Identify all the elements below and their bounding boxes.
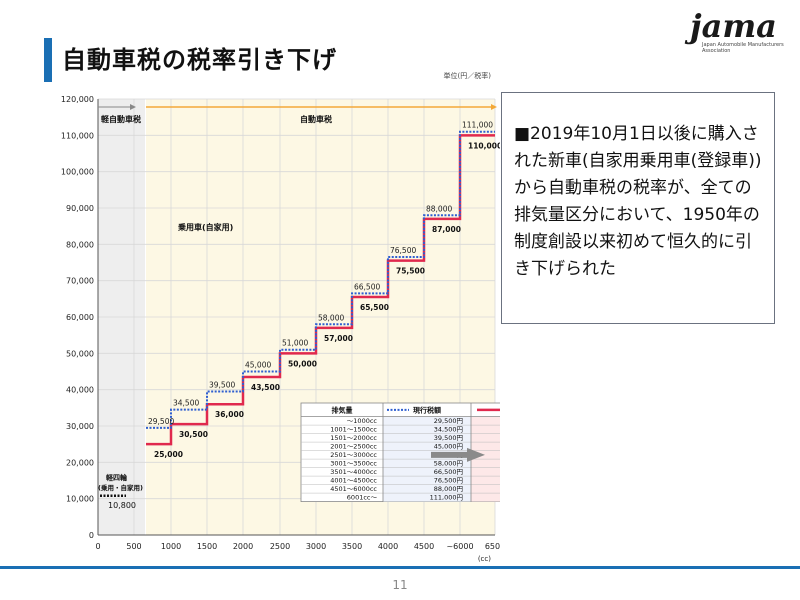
x-tick-label: 1000 [161,542,181,551]
x-tick-label: 4500 [414,542,434,551]
table-arrow [431,447,485,462]
auto-tax-band-arrow [491,104,497,110]
current-value-label: 66,500 [354,282,380,291]
current-value-label: 58,000 [318,313,344,322]
y-tick-label: 100,000 [61,168,94,177]
footer-line [0,566,800,569]
table-cell-current: 45,000円 [434,443,463,451]
kei-value-label: 10,800 [108,501,136,510]
current-value-label: 39,500 [209,380,235,389]
y-tick-label: 70,000 [66,277,94,286]
table-cell-displacement: 1501～2000cc [330,434,377,442]
page-number: 11 [392,578,408,592]
table-cell-current: 111,000円 [430,494,463,502]
x-tick-label: 500 [126,542,141,551]
table-cell-current: 58,000円 [434,460,463,468]
y-tick-label: 50,000 [66,349,94,358]
y-tick-label: 110,000 [61,131,94,140]
tax-chart-svg: 0 10,000 20,000 30,000 40,000 50,000 60,000 70,… [61,71,564,563]
x-tick-label: 2500 [270,542,290,551]
page-title: 自動車税の税率引き下げ [62,46,337,74]
reduced-value-label: 110,000 [468,141,500,150]
reduced-value-label: 43,500 [251,383,280,392]
passenger-label: 乗用車(自家用) [178,222,233,232]
table-cell-displacement: 3001～3500cc [330,460,377,468]
kei-band-arrow [130,104,136,110]
y-tick-label: 60,000 [66,313,94,322]
kei-tax-label: 軽自動車税 [101,114,141,124]
y-tick-label: 120,000 [61,95,94,104]
x-tick-label: 3000 [306,542,326,551]
table-cell-current: 76,500円 [434,477,463,485]
x-tick-label: 3500 [342,542,362,551]
table-cell-displacement: 1001～1500cc [330,426,377,434]
x-tick-label: 6500 [485,542,500,551]
x-unit-label: (cc) [478,555,491,563]
table-header-displacement: 排気量 [332,405,353,414]
table-header-current: 現行税額 [413,405,441,414]
y-tick-label: 20,000 [66,458,94,467]
x-tick-label: 4000 [378,542,398,551]
title-accent-bar [44,38,52,82]
table-cell-displacement: 2001～2500cc [330,443,377,451]
current-value-label: 45,000 [245,361,271,370]
table-cell-current: 29,500円 [434,417,463,425]
y-tick-label: 30,000 [66,422,94,431]
y-tick-label: 90,000 [66,204,94,213]
table-cell-current: 88,000円 [434,485,463,493]
y-tick-label: 40,000 [66,386,94,395]
reduced-value-label: 50,000 [288,359,317,368]
table-cell-current: 66,500円 [434,468,463,476]
logo-subtitle: Japan Automobile Manufacturers Associati… [702,42,784,54]
logo-text: jama [690,7,777,45]
table-cell-displacement: ～1000cc [347,417,378,425]
reduced-value-label: 87,000 [432,225,461,234]
current-value-label: 34,500 [173,399,199,408]
reduced-value-label: 57,000 [324,334,353,343]
current-value-label: 76,500 [390,246,416,255]
kei-four-label: 軽四輪 [106,473,128,482]
x-tick-label: ~6000 [446,542,473,551]
table-cell-displacement: 3501～4000cc [330,468,377,476]
reduced-value-label: 30,500 [179,430,208,439]
reduced-value-label: 65,500 [360,303,389,312]
current-value-label: 29,500 [148,417,174,426]
auto-tax-label: 自動車税 [300,114,332,124]
reduced-value-label: 25,000 [154,450,183,459]
table-cell-displacement: 2501～3000cc [330,451,377,459]
table-cell-displacement: 4001～4500cc [330,477,377,485]
table-cell-displacement: 4501～6000cc [330,485,377,493]
x-tick-label: 0 [95,542,100,551]
note-box: ■2019年10月1日以後に購入された新車(自家用乗用車(登録車))から自動車税… [501,92,775,324]
unit-label: 単位(円／税率) [444,72,492,80]
current-value-label: 111,000 [462,121,493,130]
y-tick-label: 80,000 [66,240,94,249]
table-cell-current: 39,500円 [434,434,463,442]
current-value-label: 51,000 [282,339,308,348]
x-tick-label: 2000 [233,542,253,551]
current-value-label: 88,000 [426,204,452,213]
table-cell-displacement: 6001cc～ [347,494,378,502]
kei-four-sub-label: (乗用・自家用) [98,483,143,492]
jama-logo: jama Japan Automobile Manufacturers Asso… [690,7,790,54]
note-text: ■2019年10月1日以後に購入された新車(自家用乗用車(登録車))から自動車税… [514,124,762,279]
current-tax-line [146,130,495,429]
y-tick-label: 10,000 [66,495,94,504]
reduced-value-label: 36,000 [215,410,244,419]
y-tick-label: 0 [89,531,94,540]
tax-chart: 0 10,000 20,000 30,000 40,000 50,000 60,000 70,… [55,71,564,577]
reduced-value-label: 75,500 [396,267,425,276]
table-cell-current: 34,500円 [434,426,463,434]
x-tick-label: 1500 [197,542,217,551]
